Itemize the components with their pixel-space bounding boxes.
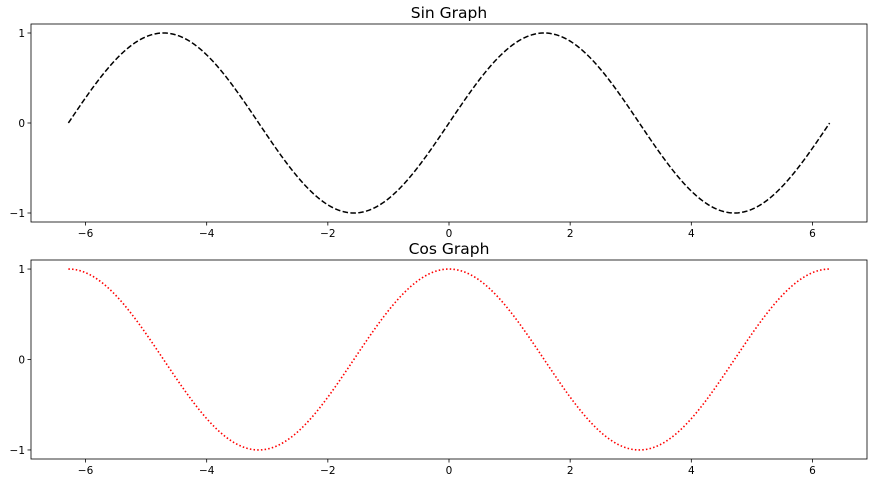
cos-x-tick-label: −6: [78, 465, 94, 477]
cos-x-tick-label: −4: [199, 465, 215, 477]
sin-y-tick-label: 0: [18, 118, 25, 130]
cos-y-tick-label: −1: [10, 445, 25, 457]
cos-chart: Cos Graph −6 −4 −2 0 2 4 6 −1 0 1: [10, 240, 868, 477]
sin-x-tick-label: −6: [78, 228, 94, 240]
cos-x-tick-label: 0: [446, 465, 453, 477]
cos-x-tick-label: 2: [567, 465, 574, 477]
sin-x-tick-label: 4: [688, 228, 695, 240]
sin-x-tick-label: −2: [320, 228, 335, 240]
sin-y-tick-label: −1: [10, 208, 25, 220]
cos-x-tick-label: 4: [688, 465, 695, 477]
sin-x-tick-label: 0: [446, 228, 453, 240]
sin-series-line: [67, 32, 831, 214]
sin-chart-title: Sin Graph: [411, 4, 487, 22]
cos-y-tick-label: 0: [18, 355, 25, 367]
cos-x-tick-label: −2: [320, 465, 335, 477]
sin-x-tick-label: 6: [809, 228, 816, 240]
sin-x-tick-label: −4: [199, 228, 215, 240]
cos-x-tick-label: 6: [809, 465, 816, 477]
sin-y-tick-label: 1: [18, 28, 25, 40]
sin-chart: Sin Graph −6 −4 −2 0 2 4 6 −1 0 1: [10, 4, 868, 240]
cos-y-tick-label: 1: [18, 264, 25, 276]
sin-x-tick-label: 2: [567, 228, 574, 240]
cos-chart-title: Cos Graph: [409, 240, 490, 258]
